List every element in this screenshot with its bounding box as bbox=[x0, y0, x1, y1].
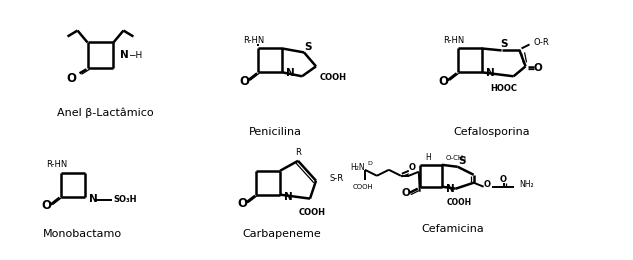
Text: NH₂: NH₂ bbox=[520, 180, 534, 189]
Text: R: R bbox=[295, 148, 301, 157]
Text: N: N bbox=[486, 68, 494, 78]
Text: N: N bbox=[446, 184, 454, 194]
Text: HOOC: HOOC bbox=[490, 84, 517, 93]
Text: O: O bbox=[409, 163, 416, 172]
Text: S: S bbox=[500, 40, 507, 49]
Text: N: N bbox=[286, 68, 295, 78]
Text: O-CH₃: O-CH₃ bbox=[446, 155, 467, 161]
Text: Cefalosporina: Cefalosporina bbox=[453, 127, 530, 137]
Text: COOH: COOH bbox=[353, 184, 373, 190]
Text: R-HN: R-HN bbox=[244, 36, 265, 45]
Text: S: S bbox=[304, 42, 312, 53]
Text: O: O bbox=[237, 197, 247, 210]
Text: R-HN: R-HN bbox=[46, 160, 67, 169]
Text: COOH: COOH bbox=[447, 198, 472, 207]
Text: R-HN: R-HN bbox=[443, 36, 465, 45]
Text: −H: −H bbox=[128, 51, 142, 60]
Text: H₂N: H₂N bbox=[350, 163, 365, 172]
Text: Anel β-Lactâmico: Anel β-Lactâmico bbox=[57, 108, 154, 118]
Text: N: N bbox=[284, 192, 293, 202]
Text: S: S bbox=[458, 156, 465, 166]
Text: O-R: O-R bbox=[534, 38, 549, 47]
Text: H: H bbox=[425, 153, 430, 162]
Text: O: O bbox=[239, 75, 249, 88]
Text: O: O bbox=[500, 175, 507, 184]
Text: O: O bbox=[42, 199, 52, 212]
Text: O: O bbox=[401, 188, 410, 198]
Text: Penicilina: Penicilina bbox=[249, 127, 301, 137]
Text: O: O bbox=[66, 72, 77, 85]
Text: S-R: S-R bbox=[330, 174, 344, 183]
Text: N: N bbox=[89, 194, 97, 204]
Text: O: O bbox=[533, 63, 542, 73]
Text: Carbapeneme: Carbapeneme bbox=[242, 229, 322, 239]
Text: O: O bbox=[484, 180, 491, 189]
Text: COOH: COOH bbox=[320, 73, 347, 82]
Text: Monobactamo: Monobactamo bbox=[43, 229, 122, 239]
Text: N: N bbox=[120, 50, 129, 60]
Text: Cefamicina: Cefamicina bbox=[422, 224, 484, 235]
Text: COOH: COOH bbox=[299, 208, 325, 217]
Text: SO₃H: SO₃H bbox=[114, 195, 137, 204]
Text: O: O bbox=[439, 75, 449, 88]
Text: D: D bbox=[367, 161, 372, 166]
